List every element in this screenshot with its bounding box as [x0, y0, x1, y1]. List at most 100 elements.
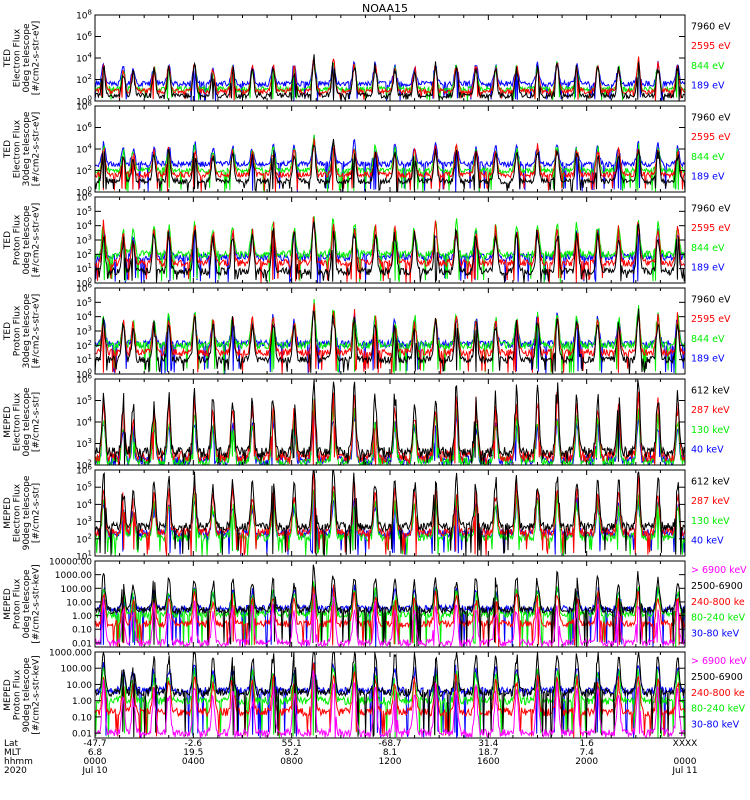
panel-7-ytick-label: 100.00	[61, 585, 93, 595]
panel-8-ylabel: MEPEDProton Flux90deg telescope[#/cm2-s-…	[3, 655, 42, 734]
panel-4-legend-4: 189 eV	[691, 353, 725, 364]
panel-8-legend-1: > 6900 keV	[691, 656, 747, 667]
panel-7-ytick-label: 0.10	[72, 626, 92, 636]
xaxis-value: Jul 11	[671, 766, 697, 776]
panel-6-legend-1: 612 keV	[691, 477, 730, 488]
xaxis-value: 0400	[182, 757, 205, 767]
panel-1-legend-2: 2595 eV	[691, 41, 731, 52]
panel-2-legend-4: 189 eV	[691, 171, 725, 182]
xaxis-value: 8.1	[383, 748, 397, 758]
panel-8-series-2	[94, 651, 686, 738]
panel-4-series-1	[94, 308, 686, 374]
panel-7-legend-5: 30-80 keV	[691, 629, 740, 640]
panel-7-legend-2: 2500-6900	[691, 581, 743, 592]
panel-4-legend-1: 7960 eV	[691, 295, 731, 306]
panel-8-ytick-label: 1.00	[72, 697, 92, 707]
panel-7: 0.01 0.10 1.00 10.00 100.00 1000.00 10000.00 ME…	[3, 558, 747, 650]
panel-5-legend-4: 40 keV	[691, 444, 724, 455]
panel-2-legend-2: 2595 eV	[691, 132, 731, 143]
panel-4-ylabel: TEDProton Flux30deg telescope[#/cm2-s-st…	[3, 293, 42, 368]
xaxis-value: 2000	[575, 757, 598, 767]
panel-5-legend-1: 612 keV	[691, 386, 730, 397]
xaxis-value: Jul 10	[81, 766, 107, 776]
panel-5-ylabel: MEPEDElectron Flux0deg telescope[#/cm2-s…	[3, 387, 42, 457]
panel-8-series-1	[94, 670, 686, 739]
xaxis-value: 8.2	[285, 748, 299, 758]
xaxis-value: 1.6	[580, 739, 595, 749]
xaxis-row-label-mlt: MLT	[4, 748, 22, 758]
panel-8-legend-4: 80-240 keV	[691, 704, 746, 715]
xaxis-value: 31.4	[478, 739, 498, 749]
panel-4-legend-3: 844 eV	[691, 334, 725, 345]
panel-7-ytick-label: 0.01	[72, 639, 92, 649]
panel-2-legend-1: 7960 eV	[691, 113, 731, 124]
xaxis-value: 1200	[379, 757, 402, 767]
xaxis-value: XXXX	[673, 739, 698, 749]
panel-7-ytick-label: 10.00	[66, 598, 92, 608]
panel-2-ylabel: TEDElectron Flux30deg telescope[#/cm2-s-…	[3, 111, 42, 186]
panel-5-legend-3: 130 keV	[691, 425, 730, 436]
panel-7-ytick-label: 1000.00	[55, 571, 92, 581]
panel-1-legend-1: 7960 eV	[691, 22, 731, 33]
panel-6-series-3	[94, 490, 686, 556]
panel-3-legend-3: 844 eV	[691, 243, 725, 254]
xaxis-value: 0000	[84, 757, 107, 767]
panel-3-legend-2: 2595 eV	[691, 223, 731, 234]
panel-8-ytick-label: 1000.000	[49, 649, 92, 659]
xaxis-value: 18.7	[478, 748, 498, 758]
xaxis-value: 7.4	[580, 748, 595, 758]
panel-7-legend-1: > 6900 keV	[691, 565, 747, 576]
xaxis-value: 55.1	[282, 739, 302, 749]
xaxis-value: 0800	[280, 757, 303, 767]
panel-8-legend-5: 30-80 keV	[691, 720, 740, 731]
panel-8-ytick-label: 0.01	[72, 730, 92, 740]
x-axis-labels: Lat -47.7 -2.6 55.1 -68.7 31.4 1.6 XXXX MLT 6.8 19…	[4, 739, 698, 776]
panel-6-legend-3: 130 keV	[691, 516, 730, 527]
panel-3-legend-4: 189 eV	[691, 262, 725, 273]
xaxis-value: 1600	[477, 757, 500, 767]
panel-7-legend-4: 80-240 keV	[691, 613, 746, 624]
panel-5-series-1	[94, 379, 686, 465]
panel-8-ytick-label: 10.00	[66, 681, 92, 691]
xaxis-row-label-2020: 2020	[4, 766, 27, 776]
panel-7-ytick-label: 10000.00	[49, 558, 92, 568]
panel-6-legend-4: 40 keV	[691, 535, 724, 546]
panel-2-series-1	[94, 138, 686, 193]
panel-7-ylabel: MEPEDProton Flux0deg telescope[#/cm2-s-s…	[3, 564, 42, 643]
panel-6-legend-2: 287 keV	[691, 496, 730, 507]
panel-5-legend-2: 287 keV	[691, 405, 730, 416]
figure-title: NOAA15	[362, 2, 408, 15]
panel-3-series-2	[94, 216, 686, 283]
panel-7-legend-3: 240-800 ke	[691, 597, 745, 608]
panel-8-legend-3: 240-800 ke	[691, 688, 745, 699]
panel-8-ytick-label: 100.00	[61, 665, 93, 675]
panel-6-ylabel: MEPEDElectron Flux90deg telescope[#/cm2-…	[3, 475, 42, 550]
panel-4-legend-2: 2595 eV	[691, 314, 731, 325]
xaxis-row-label-lat: Lat	[4, 739, 19, 749]
xaxis-value: -47.7	[83, 739, 106, 749]
panel-8-legend-2: 2500-6900	[691, 672, 743, 683]
panel-3-legend-1: 7960 eV	[691, 204, 731, 215]
panel-3-series-1	[94, 221, 686, 284]
panel-3-ylabel: TEDProton Flux0deg telescope[#/cm2-s-str…	[3, 203, 42, 278]
panel-7-series-2	[94, 564, 686, 647]
panel-2-legend-3: 844 eV	[691, 152, 725, 163]
panel-7-ytick-label: 1.00	[72, 612, 92, 622]
xaxis-value: 0000	[674, 757, 697, 767]
xaxis-value: -68.7	[378, 739, 401, 749]
xaxis-value: 6.8	[88, 748, 103, 758]
xaxis-value: -2.6	[185, 739, 203, 749]
panel-8: 0.01 0.10 1.00 10.00 100.00 1000.000 MEPEDProt…	[3, 649, 747, 740]
panel-8-ytick-label: 0.10	[72, 713, 92, 723]
panel-1-legend-4: 189 eV	[691, 80, 725, 91]
xaxis-value: 19.5	[183, 748, 203, 758]
panel-6-series-1	[94, 469, 686, 557]
xaxis-row-label-hhmm: hhmm	[4, 757, 33, 767]
